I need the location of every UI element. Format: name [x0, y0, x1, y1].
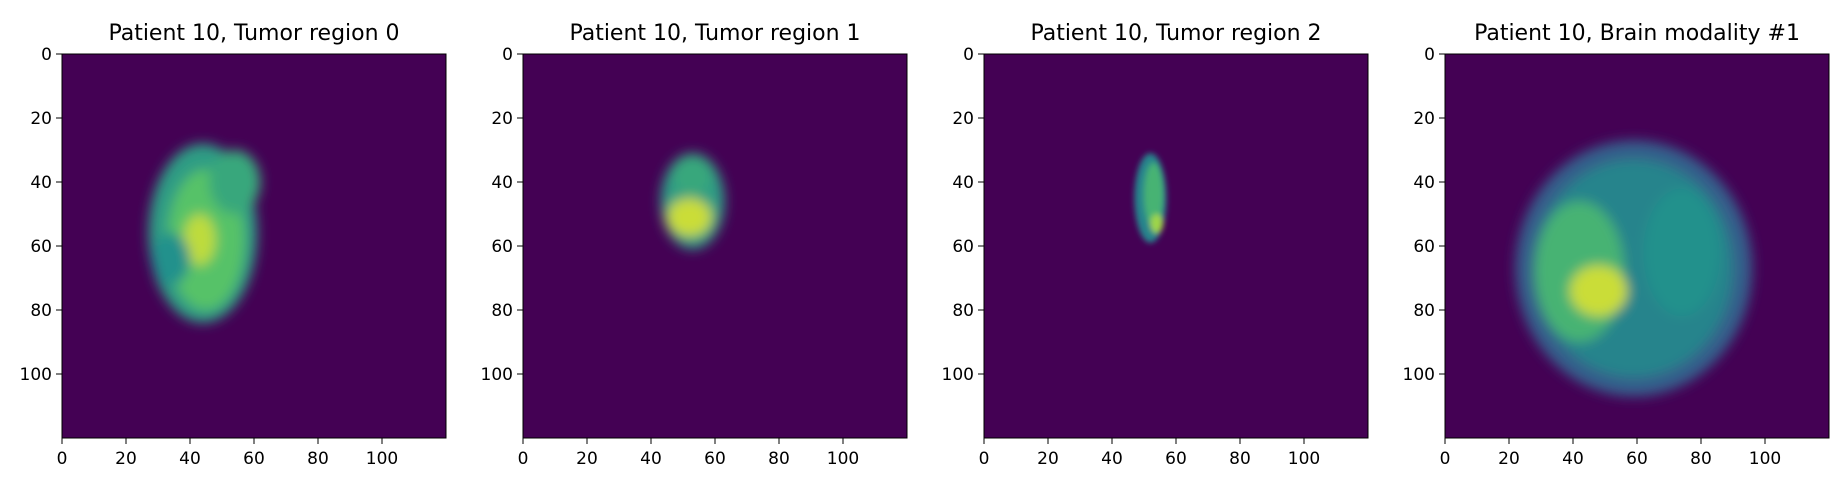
chart-svg: Patient 10, Brain modality #1 0 20 40 60 80 10… — [1403, 21, 1830, 469]
x-tick-label: 40 — [640, 449, 662, 469]
x-tick-label: 40 — [1562, 449, 1584, 469]
heatmap-intensity-group — [1134, 153, 1167, 243]
y-tick-label: 80 — [30, 301, 52, 321]
x-tick-label: 20 — [576, 449, 598, 469]
chart-title: Patient 10, Tumor region 2 — [1030, 21, 1321, 46]
chart-title: Patient 10, Tumor region 1 — [569, 21, 860, 46]
y-tick-label: 100 — [481, 365, 513, 385]
heatmap-region-3 — [1569, 265, 1628, 317]
x-tick-label: 100 — [1749, 449, 1781, 469]
x-tick-label: 0 — [979, 449, 990, 469]
heatmap-region-2 — [1150, 214, 1164, 234]
y-tick-label: 80 — [952, 301, 974, 321]
y-tick-label: 0 — [502, 45, 513, 65]
heatmap-intensity-group — [1515, 140, 1753, 397]
x-tick-label: 60 — [704, 449, 726, 469]
y-tick-label: 40 — [30, 173, 52, 193]
heatmap-intensity-group — [660, 153, 725, 250]
chart-svg: Patient 10, Tumor region 1 0 20 40 60 80 100 0 2… — [481, 21, 908, 469]
heatmap-region-4 — [1643, 188, 1721, 317]
x-tick-label: 20 — [1498, 449, 1520, 469]
x-tick-label: 0 — [518, 449, 529, 469]
chart-title: Patient 10, Tumor region 0 — [108, 21, 399, 46]
x-tick-label: 60 — [243, 449, 265, 469]
y-tick-label: 40 — [952, 173, 974, 193]
y-tick-label: 60 — [491, 237, 513, 257]
heatmap-region-2 — [667, 198, 712, 237]
y-tick-label: 60 — [1413, 237, 1435, 257]
x-tick-label: 40 — [1101, 449, 1123, 469]
y-tick-label: 20 — [1413, 109, 1435, 129]
x-tick-label: 40 — [179, 449, 201, 469]
x-tick-label: 0 — [1440, 449, 1451, 469]
subplot-tumor-region-2: Patient 10, Tumor region 2 0 20 40 60 80 100 0 2… — [922, 0, 1383, 482]
y-tick-label: 80 — [1413, 301, 1435, 321]
heatmap-region-1 — [1144, 162, 1164, 227]
x-tick-label: 80 — [1229, 449, 1251, 469]
chart-svg: Patient 10, Tumor region 0 0 20 40 60 80 100 0 2… — [20, 21, 447, 469]
x-tick-label: 0 — [57, 449, 68, 469]
x-tick-label: 20 — [115, 449, 137, 469]
heatmap-background — [523, 54, 907, 438]
x-tick-label: 80 — [1690, 449, 1712, 469]
x-tick-label: 60 — [1165, 449, 1187, 469]
y-tick-label: 40 — [1413, 173, 1435, 193]
chart-svg: Patient 10, Tumor region 2 0 20 40 60 80 100 0 2… — [942, 21, 1369, 469]
subplot-tumor-region-0: Patient 10, Tumor region 0 0 20 40 60 80 100 0 2… — [0, 0, 461, 482]
heatmap-background — [984, 54, 1368, 438]
subplot-tumor-region-1: Patient 10, Tumor region 1 0 20 40 60 80 100 0 2… — [461, 0, 922, 482]
x-tick-label: 100 — [1288, 449, 1320, 469]
x-tick-label: 20 — [1037, 449, 1059, 469]
heatmap-region-4 — [151, 233, 190, 285]
chart-title: Patient 10, Brain modality #1 — [1474, 21, 1800, 46]
y-tick-label: 100 — [942, 365, 974, 385]
x-tick-label: 100 — [366, 449, 398, 469]
heatmap-intensity-group — [148, 143, 261, 323]
y-tick-label: 100 — [20, 365, 52, 385]
y-tick-label: 60 — [952, 237, 974, 257]
y-tick-label: 80 — [491, 301, 513, 321]
y-tick-label: 20 — [491, 109, 513, 129]
x-tick-label: 80 — [768, 449, 790, 469]
y-tick-label: 0 — [41, 45, 52, 65]
y-tick-label: 0 — [963, 45, 974, 65]
y-tick-label: 0 — [1424, 45, 1435, 65]
y-tick-label: 20 — [952, 109, 974, 129]
heatmap-region-3 — [209, 150, 261, 214]
subplot-brain-modality-1: Patient 10, Brain modality #1 0 20 40 60 80 10… — [1383, 0, 1844, 482]
heatmap-region-2 — [183, 214, 216, 266]
y-tick-label: 60 — [30, 237, 52, 257]
heatmap-region-1 — [673, 156, 712, 195]
x-tick-label: 100 — [827, 449, 859, 469]
y-tick-label: 20 — [30, 109, 52, 129]
y-tick-label: 100 — [1403, 365, 1435, 385]
y-tick-label: 40 — [491, 173, 513, 193]
x-tick-label: 80 — [307, 449, 329, 469]
x-tick-label: 60 — [1626, 449, 1648, 469]
